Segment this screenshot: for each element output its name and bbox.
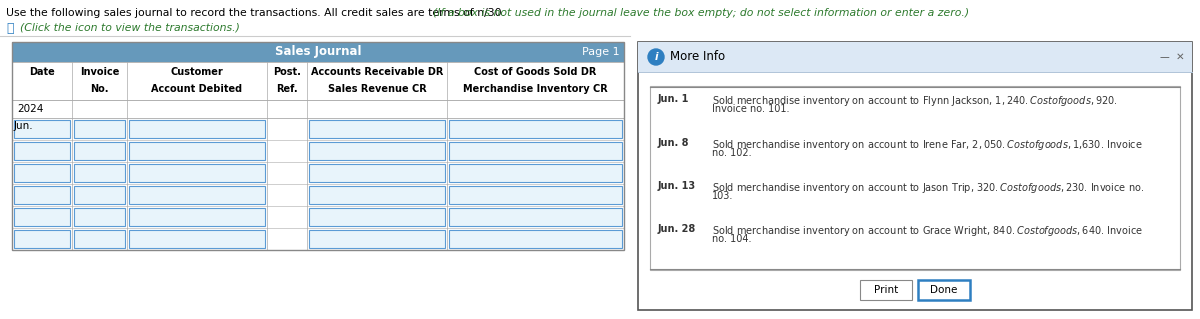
- FancyBboxPatch shape: [12, 42, 624, 62]
- FancyBboxPatch shape: [449, 164, 622, 182]
- Text: Ref.: Ref.: [276, 84, 298, 94]
- FancyBboxPatch shape: [74, 164, 125, 182]
- Text: Sold merchandise inventory on account to Grace Wright, $840. Cost of goods, $640: Sold merchandise inventory on account to…: [712, 225, 1142, 239]
- Text: Sold merchandise inventory on account to Jason Trip, $320. Cost of goods, $230. : Sold merchandise inventory on account to…: [712, 181, 1145, 195]
- Text: Post.: Post.: [274, 67, 301, 77]
- Circle shape: [648, 49, 664, 65]
- FancyBboxPatch shape: [12, 100, 624, 118]
- FancyBboxPatch shape: [14, 142, 70, 160]
- Text: Print: Print: [874, 285, 898, 295]
- Text: no. 104.: no. 104.: [712, 234, 751, 244]
- Text: 2024: 2024: [17, 104, 43, 114]
- FancyBboxPatch shape: [650, 86, 1180, 270]
- Text: Sold merchandise inventory on account to Flynn Jackson, $1,240. Cost of goods, $: Sold merchandise inventory on account to…: [712, 94, 1117, 108]
- FancyBboxPatch shape: [310, 208, 445, 226]
- FancyBboxPatch shape: [14, 208, 70, 226]
- FancyBboxPatch shape: [130, 120, 265, 138]
- Text: no. 102.: no. 102.: [712, 147, 751, 158]
- Text: Jun.: Jun.: [14, 121, 34, 131]
- Text: Jun. 1: Jun. 1: [658, 94, 689, 104]
- FancyBboxPatch shape: [14, 164, 70, 182]
- FancyBboxPatch shape: [638, 42, 1192, 310]
- Text: —: —: [1159, 52, 1169, 62]
- Text: Account Debited: Account Debited: [151, 84, 242, 94]
- Text: Invoice: Invoice: [80, 67, 119, 77]
- Text: Jun. 8: Jun. 8: [658, 137, 690, 147]
- Text: Jun. 28: Jun. 28: [658, 225, 696, 234]
- FancyBboxPatch shape: [74, 186, 125, 204]
- Text: Sold merchandise inventory on account to Irene Far, $2,050. Cost of goods, $1,63: Sold merchandise inventory on account to…: [712, 137, 1142, 152]
- FancyBboxPatch shape: [74, 230, 125, 248]
- FancyBboxPatch shape: [130, 186, 265, 204]
- Text: Done: Done: [930, 285, 958, 295]
- Text: Invoice no. 101.: Invoice no. 101.: [712, 104, 790, 114]
- Text: Accounts Receivable DR: Accounts Receivable DR: [311, 67, 443, 77]
- Text: Page 1: Page 1: [582, 47, 620, 57]
- Text: i: i: [654, 52, 658, 62]
- FancyBboxPatch shape: [74, 208, 125, 226]
- FancyBboxPatch shape: [310, 230, 445, 248]
- FancyBboxPatch shape: [14, 120, 70, 138]
- FancyBboxPatch shape: [310, 164, 445, 182]
- FancyBboxPatch shape: [638, 42, 1192, 72]
- FancyBboxPatch shape: [130, 142, 265, 160]
- Text: ✕: ✕: [1176, 52, 1184, 62]
- FancyBboxPatch shape: [74, 142, 125, 160]
- FancyBboxPatch shape: [130, 164, 265, 182]
- FancyBboxPatch shape: [310, 120, 445, 138]
- Text: Customer: Customer: [170, 67, 223, 77]
- FancyBboxPatch shape: [310, 186, 445, 204]
- FancyBboxPatch shape: [12, 62, 624, 100]
- Text: More Info: More Info: [670, 50, 725, 63]
- FancyBboxPatch shape: [449, 186, 622, 204]
- Text: Date: Date: [29, 67, 55, 77]
- FancyBboxPatch shape: [130, 230, 265, 248]
- Text: (If a box is not used in the journal leave the box empty; do not select informat: (If a box is not used in the journal lea…: [6, 8, 970, 18]
- Text: Sales Journal: Sales Journal: [275, 46, 361, 58]
- FancyBboxPatch shape: [14, 230, 70, 248]
- Text: Jun. 13: Jun. 13: [658, 181, 696, 191]
- Text: 103.: 103.: [712, 191, 733, 201]
- Text: (Click the icon to view the transactions.): (Click the icon to view the transactions…: [20, 22, 240, 32]
- FancyBboxPatch shape: [449, 142, 622, 160]
- FancyBboxPatch shape: [74, 120, 125, 138]
- FancyBboxPatch shape: [860, 280, 912, 300]
- Text: Sales Revenue CR: Sales Revenue CR: [328, 84, 426, 94]
- FancyBboxPatch shape: [918, 280, 970, 300]
- FancyBboxPatch shape: [449, 208, 622, 226]
- FancyBboxPatch shape: [130, 208, 265, 226]
- FancyBboxPatch shape: [310, 142, 445, 160]
- FancyBboxPatch shape: [449, 230, 622, 248]
- Text: Merchandise Inventory CR: Merchandise Inventory CR: [463, 84, 608, 94]
- FancyBboxPatch shape: [14, 186, 70, 204]
- Text: Use the following sales journal to record the transactions. All credit sales are: Use the following sales journal to recor…: [6, 8, 505, 18]
- FancyBboxPatch shape: [449, 120, 622, 138]
- Text: Cost of Goods Sold DR: Cost of Goods Sold DR: [474, 67, 596, 77]
- Text: ⓘ: ⓘ: [6, 22, 13, 35]
- Text: No.: No.: [90, 84, 109, 94]
